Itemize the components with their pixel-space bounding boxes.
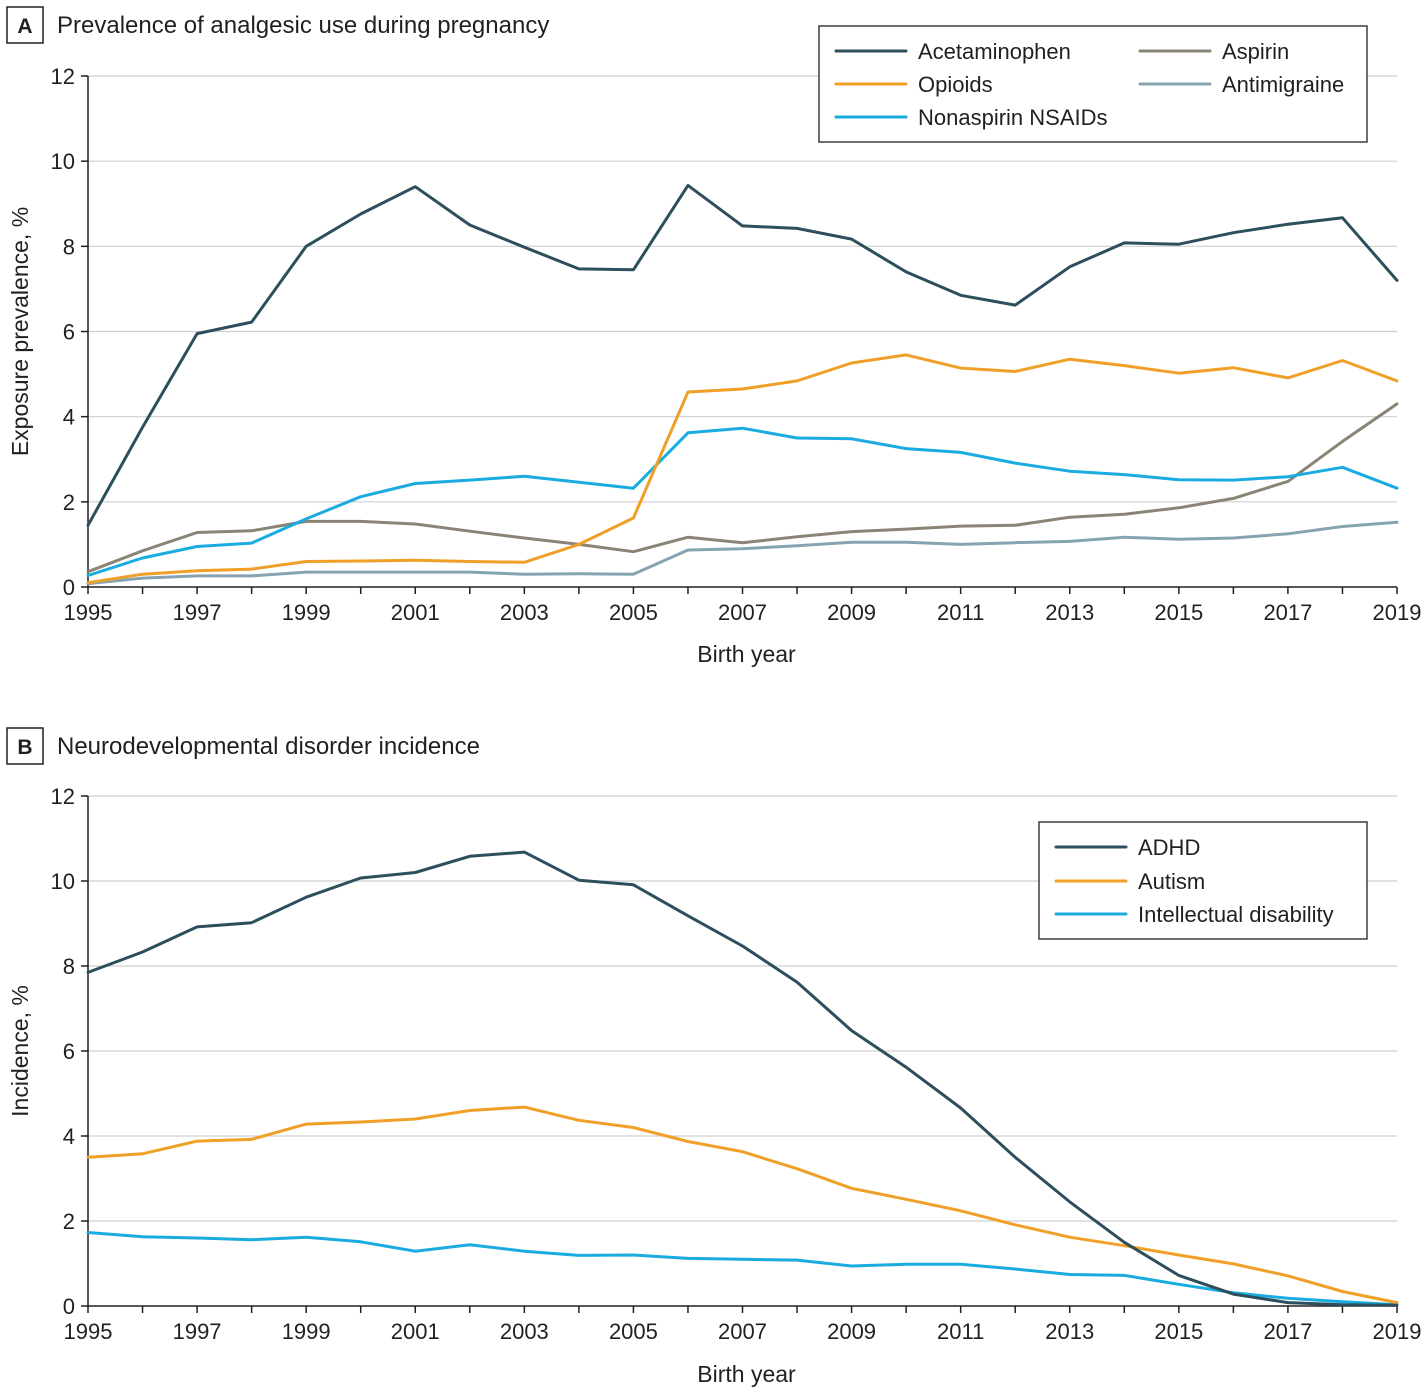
legend-item-aspirin: Aspirin [1138,39,1289,64]
legend-item-autism: Autism [1054,869,1205,894]
x-tick-label: 1997 [173,600,222,625]
x-tick-label: 2003 [500,600,549,625]
series-line-opioids [86,353,1399,585]
series-line-aspirin [86,402,1399,574]
y-tick-label: 6 [63,320,75,345]
chart-title: Neurodevelopmental disorder incidence [57,733,480,760]
series-group [86,850,1399,1307]
panel-header: B Neurodevelopmental disorder incidence [6,727,480,765]
legend-label: Nonaspirin NSAIDs [918,105,1108,130]
x-tick-label: 2013 [1045,1319,1094,1344]
y-tick-label: 8 [63,954,75,979]
x-tick-label: 2003 [500,1319,549,1344]
x-tick-label: 1999 [282,1319,331,1344]
x-tick-label: 1995 [64,600,113,625]
y-tick-label: 2 [63,490,75,515]
y-tick-label: 6 [63,1039,75,1064]
legend-label: Intellectual disability [1138,902,1334,927]
series-line-acetaminophen [86,183,1399,527]
x-tick-label: 2017 [1263,1319,1312,1344]
series-line-nonaspirin-nsaids [86,426,1399,577]
chart-title: Prevalence of analgesic use during pregn… [57,12,549,39]
y-tick-label: 0 [63,1294,75,1319]
legend-item-nonaspirin-nsaids: Nonaspirin NSAIDs [834,105,1108,130]
y-tick-label: 4 [63,405,75,430]
y-tick-label: 10 [51,149,75,174]
x-tick-label: 1995 [64,1319,113,1344]
panel-letter: A [17,15,32,38]
x-tick-label: 2009 [827,600,876,625]
y-tick-label: 10 [51,869,75,894]
y-tick-label: 4 [63,1124,75,1149]
x-tick-label: 2015 [1154,600,1203,625]
series-line-antimigraine [86,520,1399,586]
legend-item-intellectual-disability: Intellectual disability [1054,902,1334,927]
y-axis: 0 2 4 6 8 10 12 [51,784,1397,1319]
legend-item-opioids: Opioids [834,72,993,97]
y-tick-label: 12 [51,784,75,809]
x-tick-label: 2013 [1045,600,1094,625]
y-axis-label: Exposure prevalence, % [7,207,33,456]
x-tick-label: 2001 [391,1319,440,1344]
x-axis-label: Birth year [697,641,796,667]
legend: ADHD Autism Intellectual disability [1038,821,1368,940]
y-axis-label: Incidence, % [7,985,33,1117]
x-tick-label: 2011 [937,600,984,625]
series-group [86,183,1399,586]
y-tick-label: 0 [63,575,75,600]
y-tick-label: 12 [51,64,75,89]
x-tick-label: 1997 [173,1319,222,1344]
legend-item-antimigraine: Antimigraine [1138,72,1344,97]
x-tick-label: 2009 [827,1319,876,1344]
y-tick-label: 2 [63,1209,75,1234]
series-line-autism [86,1105,1399,1305]
legend-label: Antimigraine [1222,72,1344,97]
legend-item-adhd: ADHD [1054,835,1200,860]
legend: Acetaminophen Opioids Nonaspirin NSAIDs Asp… [818,25,1368,143]
series-line-intellectual-disability [86,1231,1399,1307]
x-tick-label: 2015 [1154,1319,1203,1344]
chart-panel-b: B Neurodevelopmental disorder incidence 0 2… [6,727,1422,1387]
x-tick-label: 2011 [937,1319,984,1344]
panel-letter-box [6,6,44,44]
legend-label: Acetaminophen [918,39,1071,64]
x-tick-label: 2017 [1263,600,1312,625]
x-tick-label: 2005 [609,1319,658,1344]
x-tick-label: 2019 [1373,1319,1422,1344]
x-tick-label: 1999 [282,600,331,625]
legend-label: Aspirin [1222,39,1289,64]
panel-header: A Prevalence of analgesic use during preg… [6,6,549,44]
y-tick-label: 8 [63,234,75,259]
x-axis: 1995 1997 1999 2001 2003 2005 2007 2009 2011 2013… [64,586,1422,625]
series-line-adhd [86,850,1399,1307]
legend-label: Opioids [918,72,993,97]
panel-letter: B [17,736,32,759]
x-axis: 1995 1997 1999 2001 2003 2005 2007 2009 2011 2013… [64,1305,1422,1344]
panel-letter-box [6,727,44,765]
legend-box [818,25,1368,143]
x-tick-label: 2007 [718,1319,767,1344]
legend-label: ADHD [1138,835,1200,860]
x-tick-label: 2005 [609,600,658,625]
y-axis: 0 2 4 6 8 10 12 [51,64,1397,600]
x-tick-label: 2001 [391,600,440,625]
x-tick-label: 2019 [1373,600,1422,625]
chart-panel-a: A Prevalence of analgesic use during preg… [6,6,1422,667]
legend-label: Autism [1138,869,1205,894]
legend-item-acetaminophen: Acetaminophen [834,39,1071,64]
x-axis-label: Birth year [697,1361,796,1387]
x-tick-label: 2007 [718,600,767,625]
